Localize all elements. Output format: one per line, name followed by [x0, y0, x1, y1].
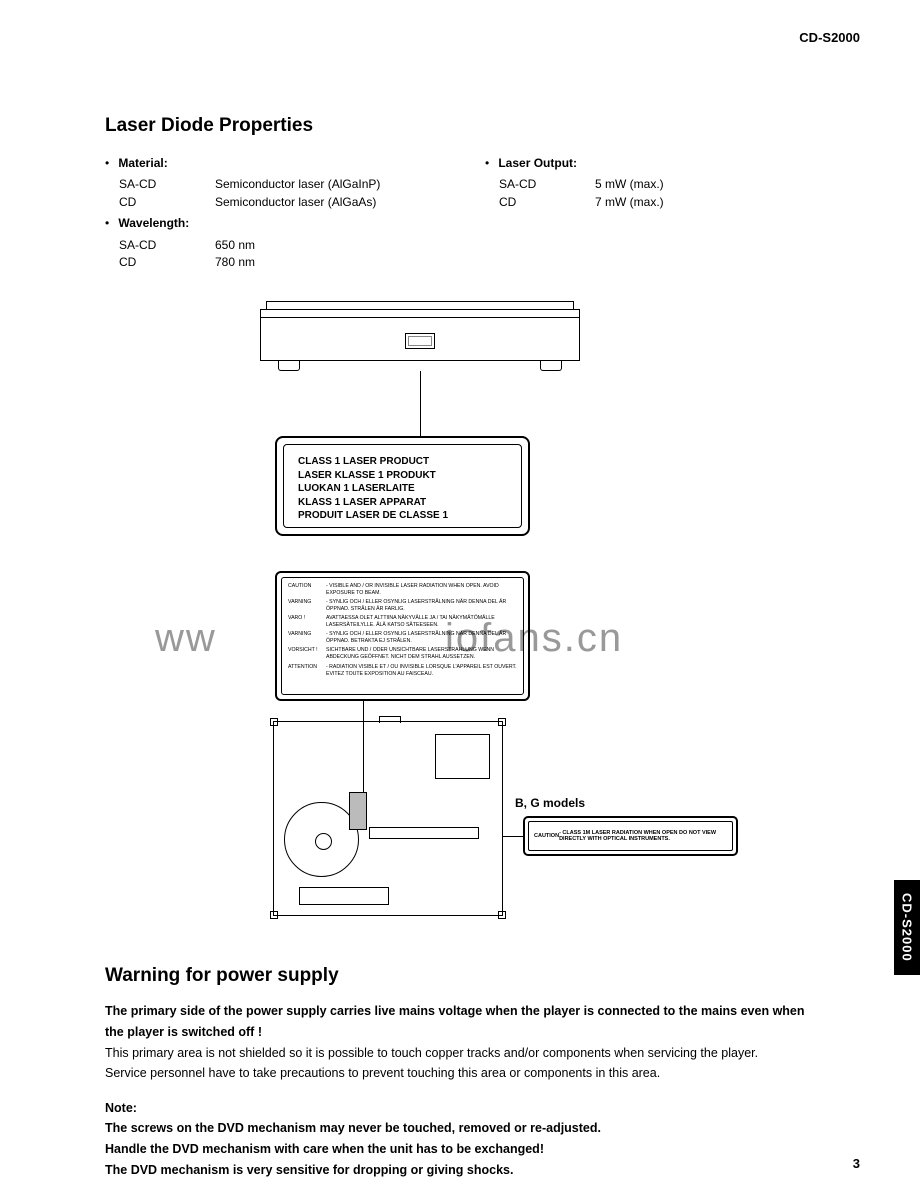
- device-line: [260, 317, 580, 318]
- output-label: Laser Output:: [498, 156, 577, 170]
- mech-corner: [270, 911, 278, 919]
- specs-block: • Material: SA-CD Semiconductor laser (A…: [105, 155, 825, 271]
- class1-line: LASER KLASSE 1 PRODUKT: [298, 469, 507, 483]
- spec-val: Semiconductor laser (AlGaAs): [215, 194, 445, 211]
- wavelength-row-1: SA-CD 650 nm: [105, 237, 445, 254]
- connector-line: [420, 371, 421, 436]
- caution-text: - SYNLIG OCH / ELLER OSYNLIG LASERSTRÅLN…: [326, 599, 517, 613]
- small-caution-inner: CAUTION - CLASS 1M LASER RADIATION WHEN …: [528, 821, 733, 851]
- spec-key: CD: [105, 194, 215, 211]
- device-foot: [278, 361, 300, 371]
- class1-inner: CLASS 1 LASER PRODUCT LASER KLASSE 1 PRO…: [283, 444, 522, 528]
- spec-val: Semiconductor laser (AlGaInP): [215, 176, 445, 193]
- spec-val: 5 mW (max.): [595, 176, 825, 193]
- watermark-left: ww: [155, 616, 217, 661]
- warning-p3: Service personnel have to take precautio…: [105, 1063, 825, 1084]
- device-foot: [540, 361, 562, 371]
- material-label: Material:: [118, 156, 167, 170]
- note-line: Handle the DVD mechanism with care when …: [105, 1139, 825, 1160]
- output-row-2: CD 7 mW (max.): [485, 194, 825, 211]
- spec-key: SA-CD: [105, 237, 215, 254]
- small-caution-key: CAUTION: [534, 833, 559, 839]
- mech-disc: [284, 802, 359, 877]
- spec-key: SA-CD: [485, 176, 595, 193]
- class1-line: CLASS 1 LASER PRODUCT: [298, 455, 507, 469]
- main-content: Laser Diode Properties • Material: SA-CD…: [105, 115, 825, 931]
- spec-val: 780 nm: [215, 254, 445, 271]
- specs-left: • Material: SA-CD Semiconductor laser (A…: [105, 155, 445, 271]
- note-block: Note: The screws on the DVD mechanism ma…: [105, 1098, 825, 1181]
- mech-corner: [498, 911, 506, 919]
- spec-key: CD: [485, 194, 595, 211]
- caution-key: CAUTION: [288, 583, 326, 597]
- spec-key: SA-CD: [105, 176, 215, 193]
- caution-key: VARNING: [288, 631, 326, 645]
- caution-text: SICHTBARE UND / ODER UNSICHTBARE LASERST…: [326, 647, 517, 661]
- caution-text: - SYNLIG OCH / ELLER OSYNLIG LASERSTRÅLN…: [326, 631, 517, 645]
- caution-key: VARO !: [288, 615, 326, 629]
- side-tab: CD-S2000: [894, 880, 920, 975]
- small-caution-label: CAUTION - CLASS 1M LASER RADIATION WHEN …: [523, 816, 738, 856]
- output-row-1: SA-CD 5 mW (max.): [485, 176, 825, 193]
- bullet: •: [105, 155, 115, 172]
- caution-label: CAUTION- VISIBLE AND / OR INVISIBLE LASE…: [275, 571, 530, 701]
- warning-p2: This primary area is not shielded so it …: [105, 1043, 825, 1064]
- class1-line: LUOKAN 1 LASERLAITE: [298, 482, 507, 496]
- class1-line: KLASS 1 LASER APPARAT: [298, 496, 507, 510]
- spec-val: 650 nm: [215, 237, 445, 254]
- mech-corner: [498, 718, 506, 726]
- caution-text: - RADIATION VISIBLE ET / OU INVISIBLE LO…: [326, 664, 517, 678]
- mech-corner: [270, 718, 278, 726]
- caution-key: VARNING: [288, 599, 326, 613]
- device-diagram: [260, 301, 580, 371]
- note-line: The DVD mechanism is very sensitive for …: [105, 1160, 825, 1181]
- note-line: The screws on the DVD mechanism may neve…: [105, 1118, 825, 1139]
- class1-line: PRODUIT LASER DE CLASSE 1: [298, 509, 507, 523]
- mech-part: [299, 887, 389, 905]
- caution-key: ATTENTION: [288, 664, 326, 678]
- wavelength-label: Wavelength:: [118, 216, 189, 230]
- mech-part: [349, 792, 367, 830]
- spec-key: CD: [105, 254, 215, 271]
- warning-title: Warning for power supply: [105, 960, 825, 991]
- material-row-2: CD Semiconductor laser (AlGaAs): [105, 194, 445, 211]
- device-label-plate: [405, 333, 435, 349]
- caution-text: - VISIBLE AND / OR INVISIBLE LASER RADIA…: [326, 583, 517, 597]
- mech-part: [435, 734, 490, 779]
- bg-models-label: B, G models: [515, 796, 585, 810]
- bullet: •: [105, 215, 115, 232]
- caution-text: AVATTAESSA OLET ALTTIINA NÄKYVÄLLE JA / …: [326, 615, 517, 629]
- device-top: [266, 301, 574, 309]
- connector-line: [503, 836, 523, 837]
- small-caution-text: - CLASS 1M LASER RADIATION WHEN OPEN DO …: [559, 830, 727, 842]
- page-number: 3: [853, 1156, 860, 1171]
- wavelength-row-2: CD 780 nm: [105, 254, 445, 271]
- spec-val: 7 mW (max.): [595, 194, 825, 211]
- warning-section: Warning for power supply The primary sid…: [105, 960, 825, 1180]
- specs-right: • Laser Output: SA-CD 5 mW (max.) CD 7 m…: [485, 155, 825, 271]
- diagram-area: ww iofans.cn CLASS 1 LASER PRODUCT LASER…: [105, 291, 825, 931]
- bullet: •: [485, 155, 495, 172]
- laser-properties-title: Laser Diode Properties: [105, 115, 825, 137]
- caution-inner: CAUTION- VISIBLE AND / OR INVISIBLE LASE…: [281, 577, 524, 695]
- class1-label: CLASS 1 LASER PRODUCT LASER KLASSE 1 PRO…: [275, 436, 530, 536]
- header-model: CD-S2000: [799, 30, 860, 45]
- mech-part: [369, 827, 479, 839]
- material-row-1: SA-CD Semiconductor laser (AlGaInP): [105, 176, 445, 193]
- caution-key: VORSICHT !: [288, 647, 326, 661]
- warning-p1: The primary side of the power supply car…: [105, 1001, 825, 1042]
- note-label: Note:: [105, 1098, 825, 1119]
- mechanism-diagram: [273, 721, 503, 916]
